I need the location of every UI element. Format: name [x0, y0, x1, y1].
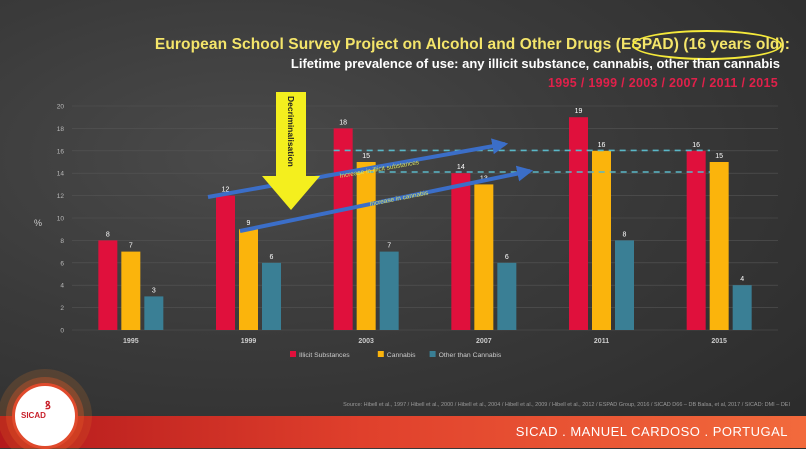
legend-label: Cannabis — [387, 352, 416, 359]
y-tick-label: 4 — [60, 283, 64, 290]
data-label: 7 — [129, 243, 133, 250]
decriminalisation-arrow-icon — [262, 92, 320, 210]
bar — [216, 195, 235, 330]
data-label: 6 — [270, 254, 274, 261]
y-tick-label: 12 — [57, 193, 65, 200]
data-label: 16 — [598, 142, 606, 149]
bar — [262, 262, 281, 330]
bar — [239, 229, 258, 330]
bar — [98, 240, 118, 330]
footer-band — [0, 416, 806, 448]
bar — [356, 162, 376, 330]
logo-mark-icon: ꝸ — [45, 400, 51, 412]
bar — [592, 150, 611, 330]
bar — [686, 150, 706, 330]
y-tick-label: 14 — [57, 171, 65, 178]
data-label: 16 — [692, 142, 700, 149]
sicad-logo: ꝸ SICAD — [12, 383, 78, 449]
y-tick-label: 8 — [60, 238, 64, 245]
annotation-increase-cannabis: Increase in cannabis — [369, 190, 430, 208]
data-label: 6 — [505, 254, 509, 261]
data-label: 7 — [387, 243, 391, 250]
y-tick-label: 2 — [60, 305, 64, 312]
data-label: 15 — [715, 153, 723, 160]
y-tick-label: 10 — [57, 216, 65, 223]
source-note: Source: Hibell et al., 1997 / Hibell et … — [343, 402, 790, 408]
bar — [732, 285, 752, 330]
legend-label: Other than Cannabis — [439, 352, 502, 359]
legend-swatch — [377, 351, 384, 357]
y-tick-label: 16 — [57, 148, 65, 155]
data-label: 18 — [339, 119, 347, 126]
x-tick-label: 1999 — [241, 338, 257, 345]
y-tick-label: 0 — [60, 328, 64, 335]
x-tick-label: 2007 — [476, 338, 492, 345]
x-tick-label: 2015 — [711, 338, 727, 345]
bar — [497, 262, 517, 330]
data-label: 19 — [575, 108, 583, 115]
x-tick-label: 2003 — [358, 338, 374, 345]
bar — [709, 162, 729, 330]
y-tick-label: 20 — [57, 104, 65, 111]
bar — [569, 117, 588, 330]
legend-swatch — [290, 351, 296, 357]
bar-chart: 0 2 4 6 8 10 12 14 16 18 20% 8 7 3 1995 12 9 6 1999 18 15 7 20… — [34, 92, 778, 359]
legend-swatch — [429, 351, 436, 357]
data-label: 3 — [152, 287, 156, 294]
chart-subtitle: Lifetime prevalence of use: any illicit … — [290, 56, 780, 71]
data-label: 4 — [740, 276, 744, 283]
bar — [615, 240, 634, 330]
legend-label: Illicit Substances — [299, 352, 350, 359]
bar — [379, 251, 399, 330]
data-label: 9 — [247, 220, 251, 227]
bar — [121, 251, 141, 330]
logo-text: SICAD — [21, 411, 46, 420]
bar — [474, 184, 494, 330]
data-label: 14 — [457, 164, 465, 171]
y-tick-label: 18 — [57, 126, 65, 133]
y-tick-label: 6 — [60, 260, 64, 267]
chart-title: European School Survey Project on Alcoho… — [154, 36, 790, 53]
data-label: 8 — [106, 231, 110, 238]
bar — [451, 173, 471, 330]
data-label: 8 — [623, 231, 627, 238]
trend-arrow-illicit — [207, 138, 509, 199]
survey-years: 1995 / 1999 / 2003 / 2007 / 2011 / 2015 — [548, 76, 778, 90]
x-tick-label: 1995 — [123, 338, 139, 345]
y-axis-label: % — [34, 218, 42, 228]
bar — [144, 296, 164, 330]
data-label: 12 — [222, 187, 230, 194]
trend-arrow-cannabis — [239, 165, 534, 233]
footer-text: SICAD . MANUEL CARDOSO . PORTUGAL — [515, 424, 788, 439]
x-tick-label: 2011 — [594, 338, 609, 345]
data-label: 15 — [362, 153, 370, 160]
bar — [333, 128, 353, 330]
annotation-decriminalisation: Decriminalisation — [286, 96, 296, 167]
